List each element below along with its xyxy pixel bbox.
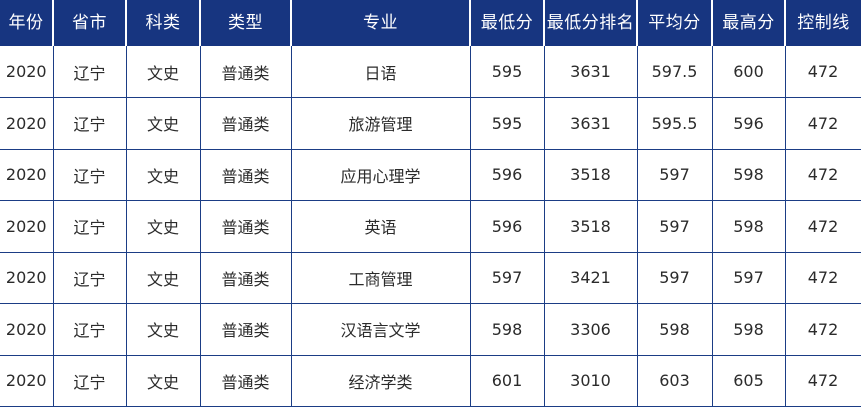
cell-minscore: 598	[470, 303, 545, 356]
cell-minrank: 3631	[544, 97, 638, 150]
cell-maxscore: 600	[712, 46, 786, 98]
table-row[interactable]: 2020 辽宁 文史 普通类 经济学类 601 3010 603 605 472	[0, 355, 861, 407]
cell-minscore: 597	[470, 252, 545, 304]
cell-year: 2020	[0, 149, 54, 201]
cell-maxscore: 597	[712, 252, 786, 304]
cell-avgscore: 603	[637, 355, 713, 407]
cell-province: 辽宁	[53, 252, 127, 304]
cell-minscore: 596	[470, 200, 545, 253]
column-header-max-score[interactable]: 最高分	[712, 0, 786, 46]
table-row[interactable]: 2020 辽宁 文史 普通类 汉语言文学 598 3306 598 598 472	[0, 303, 861, 356]
cell-year: 2020	[0, 303, 54, 356]
cell-minscore: 601	[470, 355, 545, 407]
column-header-avg-score[interactable]: 平均分	[637, 0, 713, 46]
column-header-min-score[interactable]: 最低分	[470, 0, 545, 46]
cell-major: 应用心理学	[291, 149, 471, 201]
cell-type: 普通类	[200, 97, 292, 150]
cell-subject: 文史	[126, 303, 201, 356]
cell-year: 2020	[0, 46, 54, 98]
cell-minrank: 3010	[544, 355, 638, 407]
column-header-province[interactable]: 省市	[53, 0, 127, 46]
cell-baseline: 472	[785, 252, 861, 304]
column-header-baseline[interactable]: 控制线	[797, 13, 850, 33]
cell-major: 旅游管理	[291, 97, 471, 150]
cell-type: 普通类	[200, 200, 292, 253]
table-row[interactable]: 2020 辽宁 文史 普通类 应用心理学 596 3518 597 598 472	[0, 149, 861, 201]
cell-avgscore: 597	[637, 252, 713, 304]
cell-baseline: 472	[785, 149, 861, 201]
table-header-row: 年份 省市 科类 类型 专业 最低分 最低分排名 平均分 最高分 控制线	[0, 0, 861, 46]
cell-maxscore: 598	[712, 303, 786, 356]
cell-major: 日语	[291, 46, 471, 98]
cell-avgscore: 597	[637, 149, 713, 201]
cell-avgscore: 597.5	[637, 46, 713, 98]
table-row[interactable]: 2020 辽宁 文史 普通类 旅游管理 595 3631 595.5 596 472	[0, 97, 861, 150]
table-row[interactable]: 2020 辽宁 文史 普通类 英语 596 3518 597 598 472	[0, 200, 861, 253]
cell-avgscore: 598	[637, 303, 713, 356]
cell-avgscore: 595.5	[637, 97, 713, 150]
cell-subject: 文史	[126, 200, 201, 253]
cell-maxscore: 598	[712, 200, 786, 253]
cell-major: 汉语言文学	[291, 303, 471, 356]
cell-baseline: 472	[785, 97, 861, 150]
cell-province: 辽宁	[53, 200, 127, 253]
cell-subject: 文史	[126, 97, 201, 150]
cell-province: 辽宁	[53, 355, 127, 407]
cell-province: 辽宁	[53, 97, 127, 150]
cell-avgscore: 597	[637, 200, 713, 253]
table-header: 年份 省市 科类 类型 专业 最低分 最低分排名 平均分 最高分 控制线	[0, 0, 861, 46]
cell-baseline: 472	[785, 200, 861, 253]
column-header-major[interactable]: 专业	[291, 0, 471, 46]
cell-minscore: 595	[470, 46, 545, 98]
cell-year: 2020	[0, 355, 54, 407]
cell-baseline: 472	[785, 303, 861, 356]
cell-subject: 文史	[126, 252, 201, 304]
cell-minrank: 3306	[544, 303, 638, 356]
cell-maxscore: 596	[712, 97, 786, 150]
cell-year: 2020	[0, 252, 54, 304]
cell-major: 英语	[291, 200, 471, 253]
cell-minrank: 3518	[544, 200, 638, 253]
column-header-subject[interactable]: 科类	[126, 0, 201, 46]
column-header-type[interactable]: 类型	[200, 0, 292, 46]
cell-type: 普通类	[200, 149, 292, 201]
cell-minscore: 595	[470, 97, 545, 150]
cell-minrank: 3421	[544, 252, 638, 304]
cell-year: 2020	[0, 97, 54, 150]
column-header-min-rank[interactable]: 最低分排名	[544, 0, 638, 46]
cell-minrank: 3518	[544, 149, 638, 201]
cell-province: 辽宁	[53, 46, 127, 98]
cell-maxscore: 598	[712, 149, 786, 201]
cell-subject: 文史	[126, 46, 201, 98]
cell-type: 普通类	[200, 303, 292, 356]
table-row[interactable]: 2020 辽宁 文史 普通类 日语 595 3631 597.5 600 472	[0, 46, 861, 98]
cell-province: 辽宁	[53, 303, 127, 356]
cell-type: 普通类	[200, 46, 292, 98]
table-body: 2020 辽宁 文史 普通类 日语 595 3631 597.5 600 472 2020 辽宁 文史普…	[0, 46, 861, 407]
column-header-year[interactable]: 年份	[0, 0, 54, 46]
cell-major: 经济学类	[291, 355, 471, 407]
cell-year: 2020	[0, 200, 54, 253]
cell-subject: 文史	[126, 149, 201, 201]
cell-province: 辽宁	[53, 149, 127, 201]
cell-minscore: 596	[470, 149, 545, 201]
cell-type: 普通类	[200, 355, 292, 407]
cell-maxscore: 605	[712, 355, 786, 407]
cell-type: 普通类	[200, 252, 292, 304]
cell-major: 工商管理	[291, 252, 471, 304]
cell-subject: 文史	[126, 355, 201, 407]
cell-baseline: 472	[785, 46, 861, 98]
cell-baseline: 472	[785, 355, 861, 407]
table-row[interactable]: 2020 辽宁 文史 普通类 工商管理 597 3421 597 597 472	[0, 252, 861, 304]
cell-minrank: 3631	[544, 46, 638, 98]
